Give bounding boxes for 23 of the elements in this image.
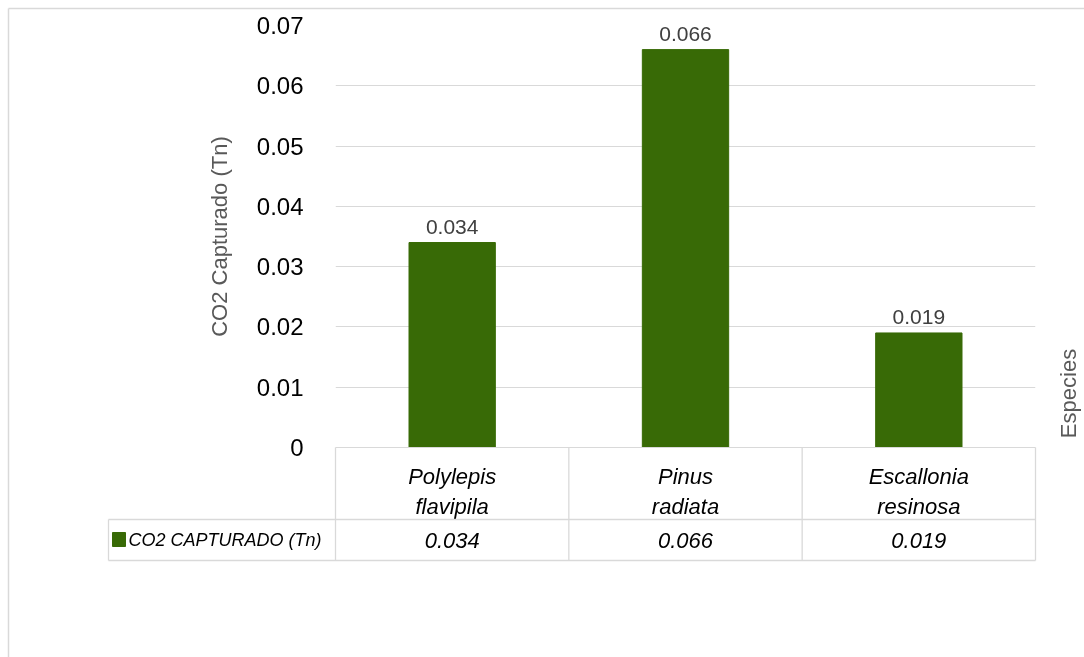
text: Especies bbox=[1056, 348, 1081, 439]
y-tick-label: 0.04 bbox=[256, 192, 304, 220]
y-axis-title: CO2 Capturado (Tn) bbox=[206, 136, 232, 337]
y-tick-label: 0.06 bbox=[256, 72, 304, 100]
y-tick-label: 0.01 bbox=[256, 373, 304, 401]
data-label: 0.066 bbox=[657, 527, 714, 553]
y-tick-label: 0.03 bbox=[256, 253, 304, 281]
y-tick-label: 0.02 bbox=[256, 313, 304, 341]
y-tick-label: 0 bbox=[290, 434, 304, 461]
data-label: 0.034 bbox=[424, 527, 480, 553]
bar bbox=[641, 49, 730, 448]
legend-label: CO2 CAPTURADO (Tn) bbox=[128, 530, 322, 550]
bar bbox=[408, 242, 496, 448]
y-tick-label: 0.07 bbox=[256, 12, 304, 39]
text: 0.034 bbox=[425, 214, 479, 238]
x-tick-label: Polylepis flavipila bbox=[408, 463, 497, 519]
y-tick-label: 0.05 bbox=[256, 132, 304, 160]
bar bbox=[875, 332, 963, 448]
text: 0.019 bbox=[892, 304, 946, 328]
text: 0.066 bbox=[659, 21, 712, 45]
x-tick-label: Escallonia resinosa bbox=[868, 463, 969, 519]
x-tick-label: Pinus radiata bbox=[651, 463, 720, 519]
data-label: 0.019 bbox=[891, 527, 947, 553]
